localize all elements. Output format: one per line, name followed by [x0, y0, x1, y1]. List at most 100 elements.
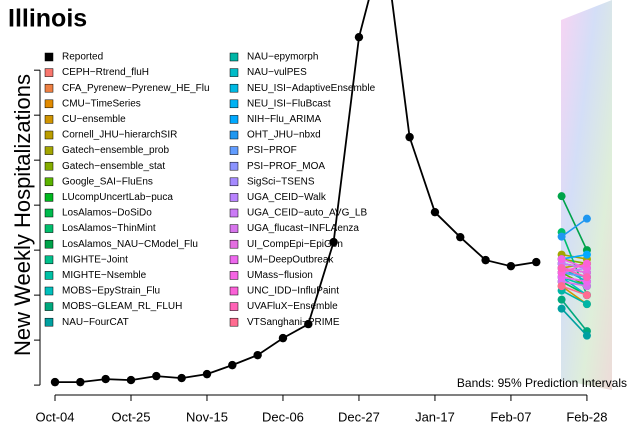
reported-point	[506, 261, 516, 271]
legend-label: NAU−epymorph	[247, 52, 318, 63]
reported-point	[253, 350, 262, 360]
reported-point	[228, 360, 237, 370]
y-axis-title: New Weekly Hospitalizations	[10, 74, 35, 356]
legend-label: PSI−PROF_MOA	[247, 161, 325, 172]
reported-point	[456, 232, 465, 242]
legend-swatch	[229, 83, 239, 93]
x-tick-label: Oct-04	[35, 409, 74, 424]
forecast-line	[561, 276, 588, 283]
forecast-point	[557, 255, 566, 264]
reported-point	[152, 371, 161, 381]
forecast-point	[557, 192, 566, 201]
legend-label: UVAFluX−Ensemble	[247, 301, 338, 312]
legend-swatch	[229, 115, 239, 124]
forecast-point	[582, 331, 591, 340]
legend-label: Gatech−ensemble_prob	[62, 145, 169, 156]
reported-point	[202, 369, 212, 379]
legend-label: UNC_IDD−InfluPaint	[247, 286, 339, 297]
forecast-line	[561, 276, 588, 296]
legend-swatch	[229, 130, 239, 140]
reported-point	[278, 333, 288, 343]
forecast-point	[582, 300, 591, 309]
legend-label: UMass−flusion	[247, 270, 313, 281]
reported-point	[177, 373, 186, 383]
legend-swatch	[229, 52, 239, 62]
reported-line	[55, 0, 537, 383]
reported-point	[101, 374, 110, 384]
x-tick-label: Feb-28	[566, 409, 607, 424]
legend-label: Cornell_JHU−hierarchSIR	[62, 130, 177, 141]
legend-label: CEPH−Rtrend_fluH	[62, 67, 149, 78]
legend-swatch	[229, 99, 239, 109]
legend-swatch	[229, 239, 239, 249]
x-tick-label: Nov-15	[186, 409, 228, 424]
legend-swatch	[44, 146, 54, 155]
forecast-point	[582, 291, 591, 300]
forecast-point	[557, 232, 566, 241]
legend-swatch	[229, 302, 239, 311]
forecast-point	[557, 264, 566, 273]
legend-label: Reported	[62, 52, 103, 63]
legend-swatch	[229, 317, 239, 327]
forecast-line	[561, 267, 588, 278]
legend-swatch	[229, 161, 239, 171]
legend-swatch	[229, 146, 239, 155]
legend-swatch	[44, 317, 54, 327]
legend-label: MOBS−EpyStrain_Flu	[62, 286, 160, 297]
reported-point	[532, 257, 541, 267]
prediction-bands	[561, 0, 612, 390]
legend-label: CMU−TimeSeries	[62, 98, 141, 109]
legend-swatch	[44, 83, 54, 93]
legend-swatch	[229, 177, 239, 187]
forecast-line	[561, 253, 588, 260]
legend-swatch	[229, 208, 239, 218]
legend-swatch	[44, 302, 54, 311]
legend-label: NEU_ISI−AdaptiveEnsemble	[247, 83, 376, 94]
reported-point	[50, 377, 60, 387]
legend-label: NAU−vulPES	[247, 67, 307, 78]
legend-label: NAU−FourCAT	[62, 317, 129, 328]
reported-point	[126, 375, 136, 385]
x-tick-label: Jan-17	[415, 409, 455, 424]
legend-label: UGA_CEID−Walk	[247, 192, 327, 203]
x-tick-label: Feb-07	[490, 409, 531, 424]
chart-title: Illinois	[8, 5, 87, 33]
legend-label: CU−ensemble	[62, 114, 126, 125]
legend-label: UI_CompEpi−EpiGen	[247, 239, 343, 250]
legend-swatch	[44, 193, 54, 202]
reported-point	[304, 319, 313, 329]
forecast-line	[560, 195, 588, 251]
legend-label: Google_SAI−FluEns	[62, 176, 153, 187]
legend-swatch	[44, 208, 54, 218]
legend-swatch	[229, 255, 239, 265]
legend-label: LosAlamos_NAU−CModel_Flu	[62, 239, 198, 250]
legend-label: VTSanghani−PRIME	[247, 317, 340, 328]
legend-label: UGA_flucast−INFLAenza	[247, 223, 359, 234]
forecast-line	[561, 280, 588, 287]
legend-label: LosAlamos−DoSiDo	[62, 208, 152, 219]
legend-label: MOBS−GLEAM_RL_FLUH	[62, 301, 182, 312]
legend-swatch	[44, 224, 54, 233]
forecast-point	[582, 273, 591, 282]
legend-swatch	[229, 271, 239, 280]
forecast-line	[561, 217, 588, 238]
forecast-line	[561, 308, 588, 337]
x-tick-label: Oct-25	[111, 409, 150, 424]
forecast-line	[561, 262, 588, 274]
legend-swatch	[229, 286, 239, 296]
legend-swatch	[44, 99, 54, 109]
reported-point	[430, 207, 440, 217]
legend-swatch	[229, 224, 239, 233]
forecast-line	[561, 285, 588, 296]
legend-label: SigSci−TSENS	[247, 176, 315, 187]
legend-label: MIGHTE−Joint	[62, 254, 128, 265]
legend-label: UM−DeepOutbreak	[247, 254, 334, 265]
forecast-line	[560, 299, 588, 332]
legend-label: LUcompUncertLab−puca	[62, 192, 173, 203]
legend-label: MIGHTE−Nsemble	[62, 270, 147, 281]
reported-point	[405, 132, 414, 142]
forecast-line	[561, 258, 588, 269]
legend-swatch	[44, 130, 54, 140]
reported-point	[481, 255, 490, 265]
